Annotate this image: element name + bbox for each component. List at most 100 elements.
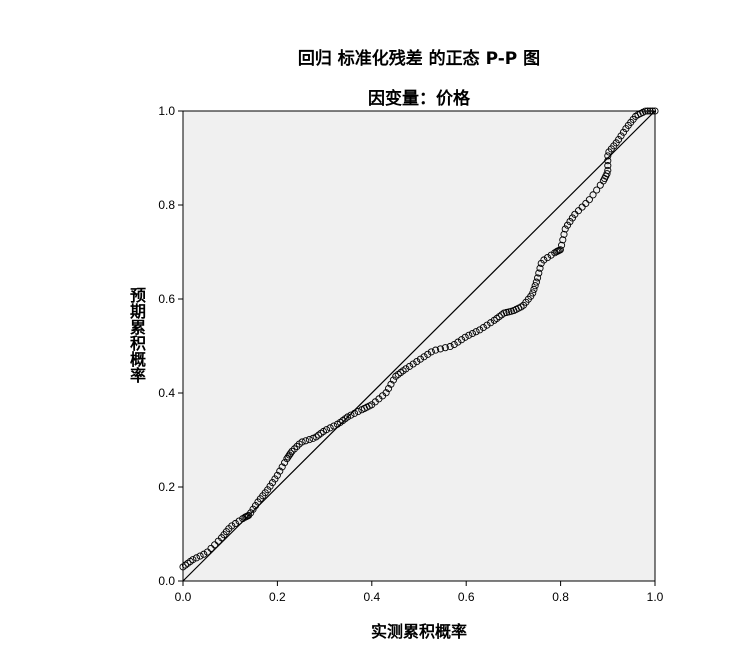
data-point	[457, 336, 466, 344]
axis-ticks: 0.0 0.2 0.4 0.6 0.8 1.0 0.0 0.2 0.4 0.6 0.8 1.0	[158, 104, 663, 604]
data-point	[293, 442, 301, 451]
data-point	[405, 362, 414, 370]
data-point	[582, 199, 590, 207]
data-point	[432, 346, 440, 354]
data-point	[578, 203, 586, 211]
data-point	[409, 360, 417, 368]
data-point	[531, 282, 539, 290]
data-point	[341, 415, 349, 423]
data-point	[392, 372, 400, 380]
data-point	[529, 289, 537, 297]
reference-line	[182, 110, 656, 582]
data-point	[336, 418, 344, 426]
data-point	[394, 370, 402, 378]
y-tick-label: 0.6	[158, 292, 175, 306]
data-point	[574, 207, 583, 215]
data-point	[290, 445, 299, 453]
data-point	[389, 376, 397, 384]
data-point	[561, 225, 569, 233]
y-tick-label: 0.8	[158, 198, 175, 212]
data-point	[534, 274, 542, 282]
data-point	[424, 350, 432, 358]
data-point	[446, 342, 454, 351]
data-point	[493, 314, 501, 323]
x-tick-label: 0.6	[458, 590, 475, 604]
data-point	[288, 447, 296, 455]
y-tick-label: 0.0	[158, 574, 175, 588]
data-point	[273, 471, 281, 479]
data-point	[468, 329, 477, 338]
data-point	[536, 264, 544, 272]
data-point	[646, 107, 654, 115]
data-point	[249, 505, 257, 513]
y-axis-label: 预期累积概率	[127, 287, 146, 383]
data-point	[472, 328, 480, 336]
data-point	[283, 455, 291, 463]
data-point	[271, 475, 279, 483]
data-point	[604, 162, 612, 170]
data-point	[402, 365, 410, 373]
data-point	[559, 236, 567, 244]
data-point	[641, 107, 649, 115]
x-tick-label: 0.0	[175, 590, 192, 604]
data-point	[203, 548, 211, 556]
data-point	[200, 550, 208, 558]
data-point	[181, 561, 189, 569]
data-point	[266, 482, 274, 490]
data-point	[184, 559, 192, 567]
data-point	[347, 411, 355, 419]
data-point	[330, 422, 338, 430]
data-point	[487, 319, 495, 327]
data-point	[264, 486, 272, 494]
data-point	[326, 424, 334, 432]
y-tick-label: 0.2	[158, 480, 175, 494]
data-point	[568, 214, 576, 222]
data-point	[619, 128, 628, 136]
data-point	[382, 389, 390, 397]
data-point	[530, 285, 538, 293]
data-point	[560, 230, 568, 238]
data-point	[284, 453, 292, 461]
data-point	[454, 338, 462, 346]
data-point	[384, 384, 393, 393]
data-point	[476, 326, 484, 334]
data-point	[305, 436, 313, 444]
data-point	[397, 369, 405, 377]
data-point	[247, 509, 255, 517]
data-point	[604, 166, 612, 174]
data-point	[483, 321, 491, 329]
data-point	[278, 463, 286, 471]
data-point	[603, 170, 611, 178]
data-point	[649, 107, 657, 115]
data-point	[287, 449, 295, 457]
chart-subtitle: 因变量：价格	[368, 89, 470, 109]
data-point	[387, 380, 395, 388]
data-point	[416, 355, 424, 363]
data-point	[312, 433, 320, 441]
data-point	[604, 157, 612, 165]
y-tick-label: 1.0	[158, 104, 175, 118]
data-point	[251, 502, 260, 510]
data-point	[532, 278, 540, 286]
data-point	[589, 191, 597, 199]
data-point	[547, 251, 555, 259]
data-point	[268, 479, 277, 487]
data-point	[450, 340, 458, 349]
data-point	[558, 241, 566, 249]
data-point	[322, 426, 331, 434]
data-point	[354, 407, 362, 416]
data-point	[339, 417, 347, 425]
x-tick-label: 1.0	[647, 590, 664, 604]
data-point	[604, 152, 612, 160]
data-point	[235, 517, 243, 525]
chart-title: 回归 标准化残差 的正态 P-P 图	[297, 49, 541, 69]
data-point	[571, 210, 579, 218]
data-point	[317, 429, 325, 437]
data-point	[593, 186, 601, 194]
data-point	[479, 323, 487, 332]
data-point	[211, 541, 219, 549]
data-point	[563, 221, 572, 229]
data-point	[644, 107, 652, 115]
data-point	[189, 556, 197, 564]
